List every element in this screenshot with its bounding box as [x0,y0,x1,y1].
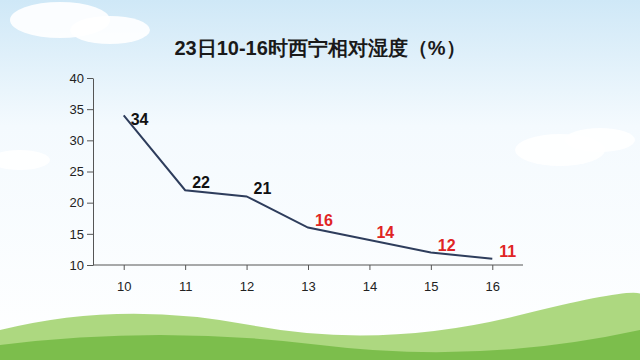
tick: 14 [363,265,377,294]
tick-label: 12 [240,279,254,294]
tick-mark [492,265,493,270]
tick-label: 10 [117,279,131,294]
tick: 35 [70,102,93,117]
x-axis: 10 11 12 13 14 15 16 [93,265,523,294]
tick-label: 25 [70,164,84,179]
data-label: 21 [254,180,272,197]
tick-mark [87,109,93,110]
y-axis: 10 15 20 25 30 35 40 [70,71,94,273]
tick: 25 [70,164,93,179]
tick-mark [431,265,432,270]
tick: 12 [240,265,254,294]
tick-mark [87,140,93,141]
tick-mark [87,265,93,266]
tick-mark [247,265,248,270]
tick-mark [369,265,370,270]
tick-label: 40 [70,71,84,86]
title: 23日10-16时西宁相对湿度（%） [174,37,465,59]
tick: 40 [70,71,93,86]
tick-label: 35 [70,102,84,117]
tick-mark [87,78,93,79]
data-labels: 34 22 21 16 14 12 11 [131,111,517,259]
tick: 16 [486,265,500,294]
cloud [70,16,150,44]
tick-label: 20 [70,195,84,210]
data-label: 16 [315,212,333,229]
tick-label: 16 [486,279,500,294]
tick: 30 [70,133,93,148]
tick: 15 [424,265,438,294]
tick-label: 15 [424,279,438,294]
background [0,0,640,360]
cloud [565,128,635,152]
data-label: 34 [131,111,149,128]
plot-area [124,115,493,258]
tick-label: 11 [179,279,193,294]
tick-label: 15 [70,226,84,241]
tick: 10 [117,265,131,294]
tick-mark [87,172,93,173]
tick: 11 [179,265,193,294]
data-label: 11 [499,243,516,260]
grass [0,293,640,360]
data-label: 22 [192,174,210,191]
data-label: 14 [376,224,394,241]
tick-mark [185,265,186,270]
decoration [0,2,640,360]
tick-label: 13 [301,279,315,294]
line [124,115,493,258]
tick: 15 [70,226,93,241]
tick-mark [87,203,93,204]
tick: 13 [301,265,315,294]
data-label: 12 [438,237,456,254]
tick-label: 14 [363,279,377,294]
cloud [0,150,50,170]
axis-line [93,79,94,266]
tick: 20 [70,195,93,210]
tick-mark [87,234,93,235]
chart: 23日10-16时西宁相对湿度（%） 10 15 20 25 30 35 40 10 11 12 13… [0,0,640,360]
tick-mark [124,265,125,270]
tick-mark [308,265,309,270]
tick: 10 [70,258,93,273]
grass [0,330,640,360]
tick-label: 30 [70,133,84,148]
tick-label: 10 [70,258,84,273]
